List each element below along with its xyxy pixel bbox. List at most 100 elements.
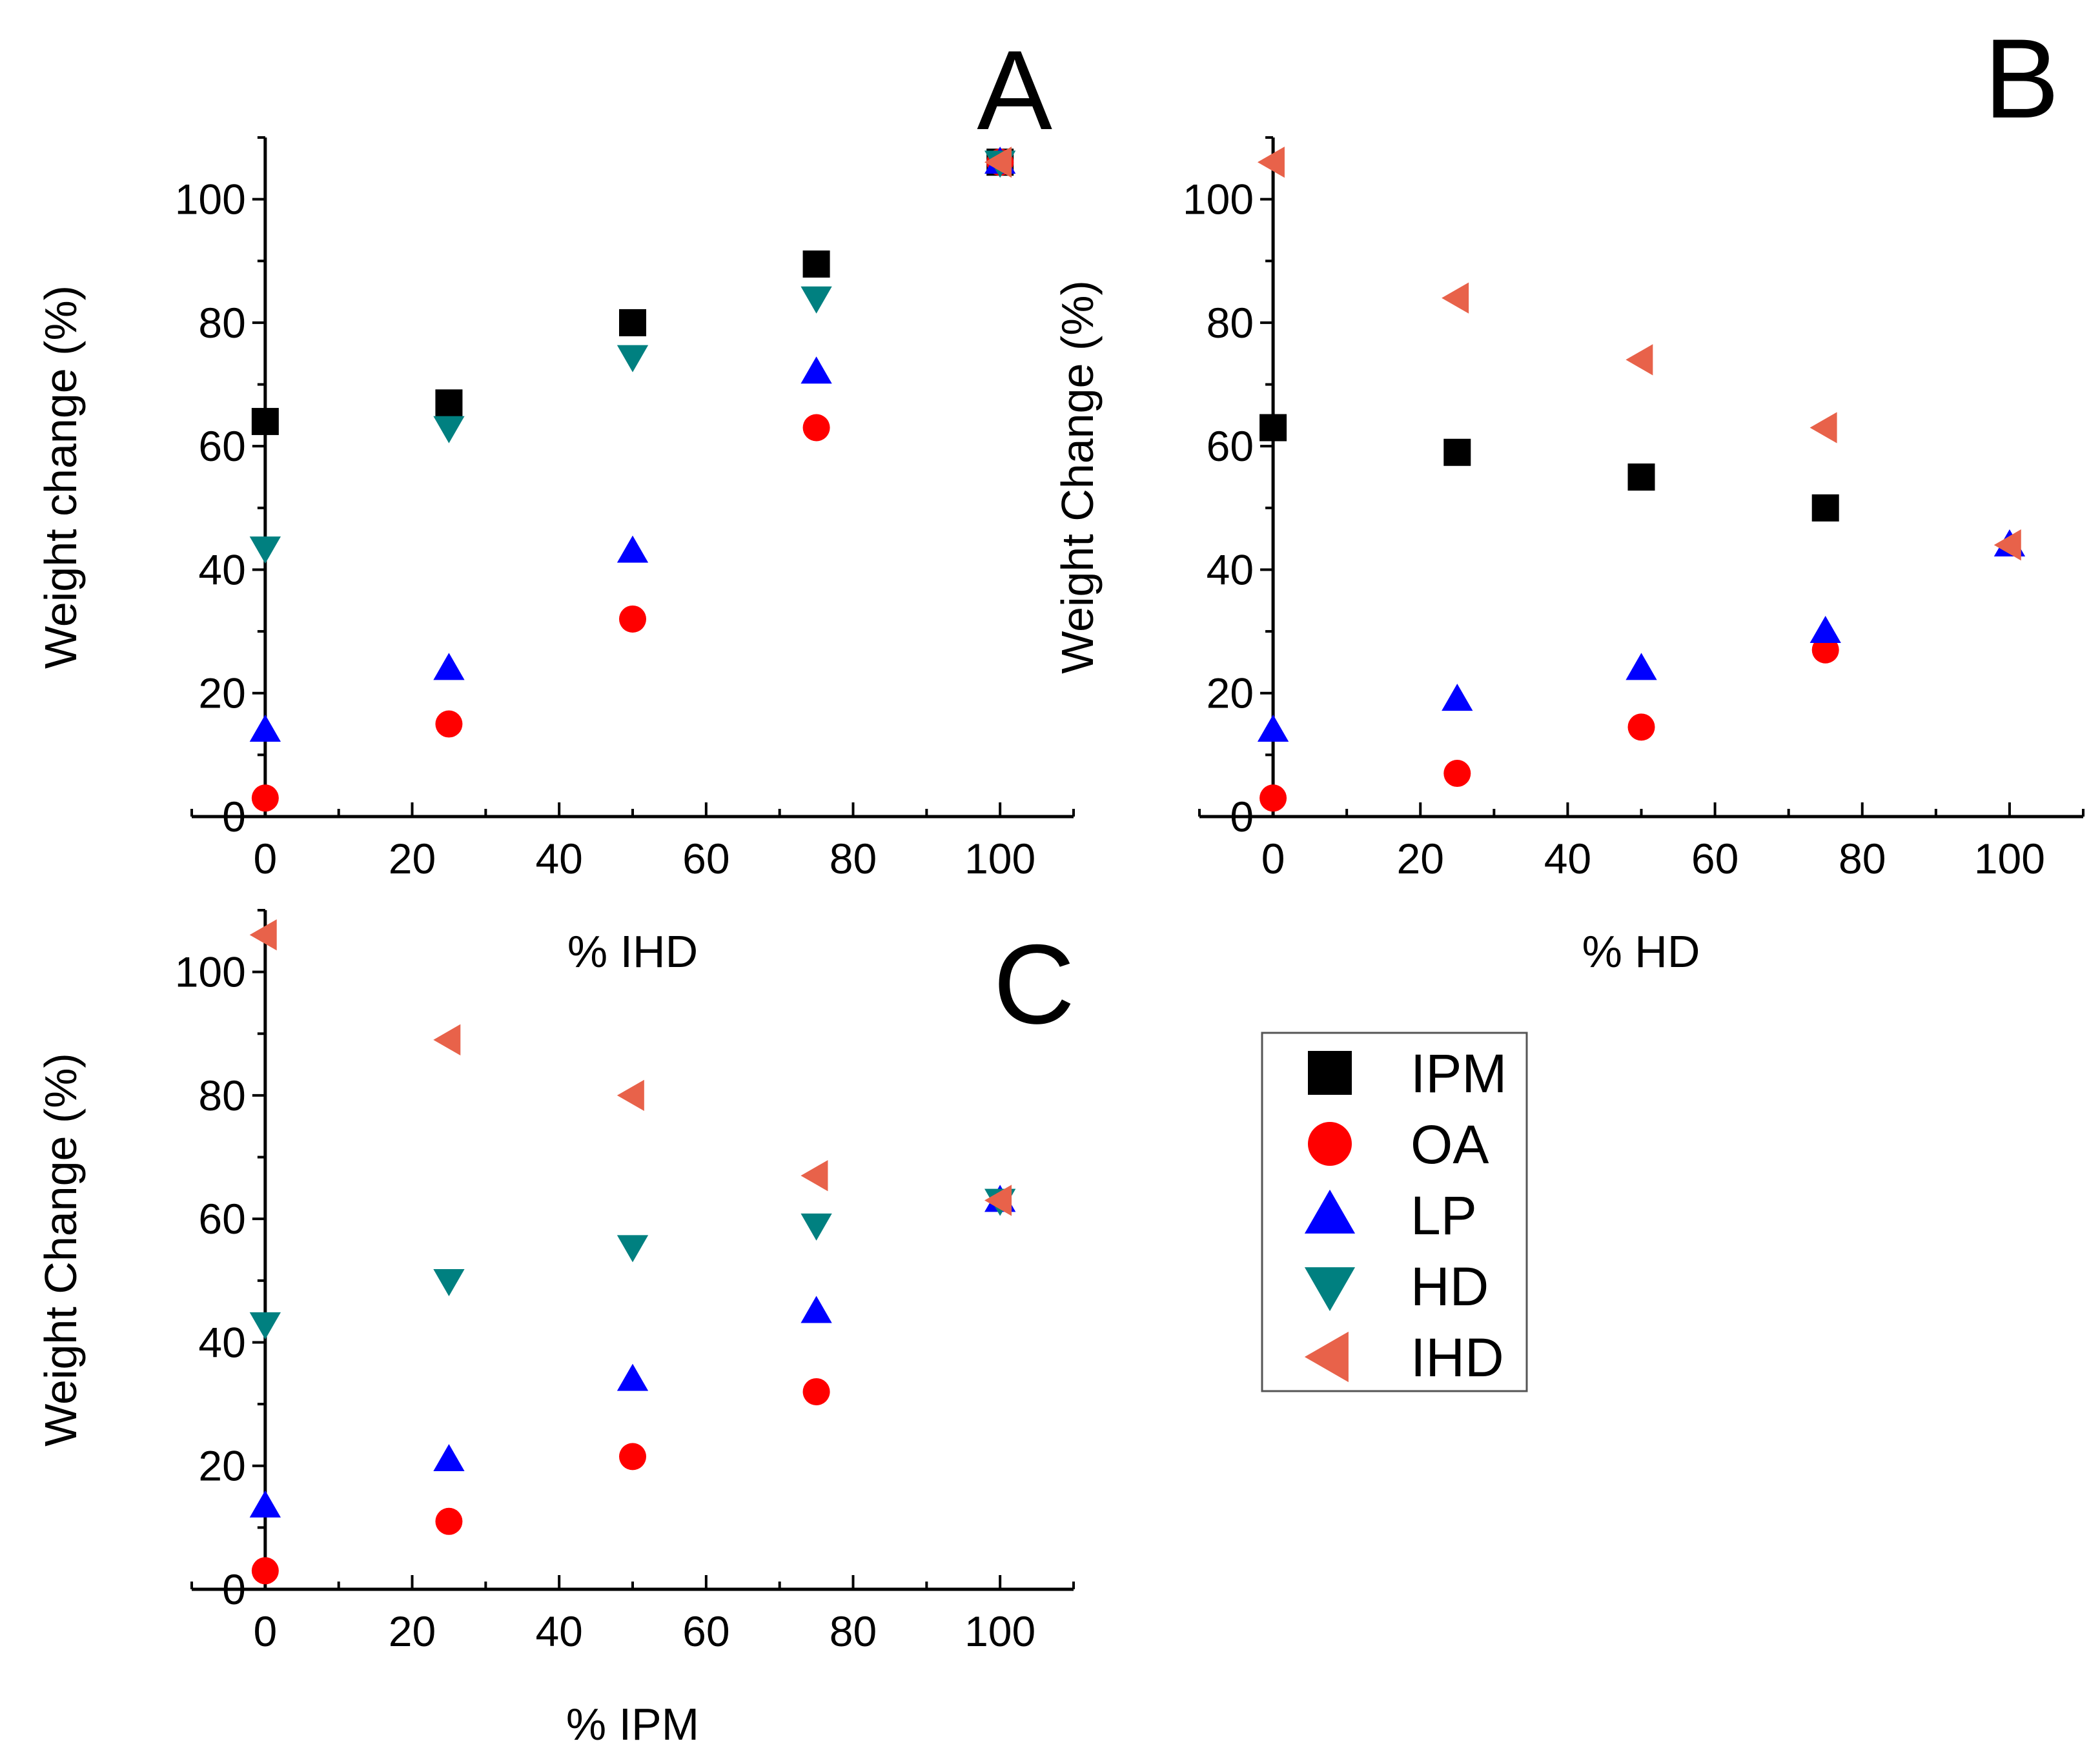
data-point-lp	[617, 1363, 649, 1391]
y-tick-label: 0	[1230, 793, 1254, 840]
data-point-ipm	[251, 407, 279, 435]
data-point-oa	[1259, 784, 1287, 812]
y-tick-label: 40	[198, 545, 245, 593]
y-tick-label: 100	[1183, 176, 1254, 223]
x-tick-label: 80	[830, 1607, 877, 1655]
data-point-ihd	[984, 1185, 1012, 1216]
data-point-oa	[619, 605, 646, 633]
x-tick-label: 20	[1397, 835, 1444, 882]
legend-marker-ihd	[1304, 1331, 1349, 1383]
data-point-oa	[435, 710, 463, 738]
data-point-lp	[1257, 714, 1289, 742]
legend-box	[1261, 1032, 1528, 1392]
data-point-hd	[617, 345, 649, 372]
legend-label-oa: OA	[1411, 1114, 1489, 1175]
y-tick-label: 60	[198, 1195, 245, 1243]
data-point-hd	[800, 286, 832, 314]
y-tick-label: 100	[175, 948, 246, 996]
y-tick-label: 80	[1207, 299, 1254, 347]
data-point-ipm	[1627, 463, 1655, 491]
x-tick-label: 0	[1261, 835, 1285, 882]
legend-marker-ipm	[1308, 1051, 1352, 1095]
data-point-lp	[1442, 684, 1473, 711]
x-tick-label: 60	[682, 835, 729, 882]
x-tick-label: 100	[964, 835, 1035, 882]
x-tick-label: 100	[1974, 835, 2045, 882]
x-tick-label: 40	[1544, 835, 1591, 882]
panel-letter: A	[977, 28, 1052, 154]
data-point-lp	[800, 356, 832, 384]
data-point-lp	[433, 1444, 465, 1472]
panel-b: 0 20 40 60 80 100 0 20 40 60 80 100 % HD Weight Chang…	[1052, 16, 2085, 977]
x-tick-label: 60	[682, 1607, 729, 1655]
xaxis-b-title: % HD	[1582, 926, 1700, 977]
data-point-lp	[1809, 615, 1841, 643]
xaxis-c-title: % IPM	[566, 1699, 699, 1749]
data-point-ipm	[435, 389, 463, 417]
data-point-ihd	[800, 1160, 828, 1192]
y-tick-label: 80	[198, 299, 245, 347]
legend-marker-oa	[1308, 1122, 1352, 1166]
y-tick-label: 0	[222, 793, 246, 840]
y-axis-title: Weight Change (%)	[36, 1053, 86, 1447]
data-point-ipm	[1811, 494, 1839, 522]
legend-marker-hd	[1304, 1267, 1356, 1312]
x-tick-label: 60	[1691, 835, 1738, 882]
data-point-hd	[617, 1235, 649, 1263]
y-tick-label: 60	[1207, 422, 1254, 470]
data-point-oa	[802, 414, 830, 442]
data-point-hd	[433, 416, 465, 443]
data-point-oa	[251, 1557, 279, 1585]
y-tick-label: 60	[198, 422, 245, 470]
legend-label-lp: LP	[1411, 1185, 1477, 1246]
y-tick-label: 40	[1207, 545, 1254, 593]
y-axis-title: Weight change (%)	[36, 285, 86, 669]
data-point-lp	[800, 1296, 832, 1323]
data-point-oa	[1443, 760, 1471, 788]
legend-label-hd: HD	[1411, 1256, 1489, 1317]
panel-c: 0 20 40 60 80 100 0 20 40 60 80 100 % IPM Weight Chan…	[36, 909, 1075, 1749]
data-point-ipm	[1259, 414, 1287, 442]
x-tick-label: 80	[1839, 835, 1886, 882]
legend-label-ipm: IPM	[1411, 1043, 1507, 1104]
data-point-hd	[433, 1268, 465, 1296]
data-point-ihd	[984, 147, 1012, 178]
data-point-oa	[619, 1443, 646, 1471]
data-point-lp	[433, 653, 465, 680]
x-tick-label: 40	[535, 1607, 582, 1655]
data-point-oa	[435, 1507, 463, 1535]
y-axis-title: Weight Change (%)	[1052, 280, 1103, 674]
data-point-lp	[249, 714, 281, 742]
data-point-lp	[1626, 653, 1657, 680]
data-point-ihd	[249, 919, 277, 951]
data-point-hd	[249, 536, 281, 564]
x-tick-label: 20	[389, 835, 436, 882]
x-tick-label: 100	[964, 1607, 1035, 1655]
data-point-oa	[251, 784, 279, 812]
x-tick-label: 80	[830, 835, 877, 882]
data-point-ihd	[1809, 412, 1837, 443]
data-point-ihd	[1442, 282, 1469, 314]
panel-letter: C	[994, 922, 1075, 1048]
xaxis-a-title: % IHD	[567, 926, 698, 977]
x-tick-label: 20	[389, 1607, 436, 1655]
y-tick-label: 20	[198, 1442, 245, 1490]
data-point-ihd	[1993, 529, 2021, 561]
data-point-ipm	[802, 250, 830, 278]
data-point-ihd	[433, 1024, 461, 1055]
y-tick-label: 20	[198, 669, 245, 717]
panel-a: 0 20 40 60 80 100 0 20 40 60 80 100 % IHD Weight chan…	[36, 28, 1075, 977]
data-point-oa	[802, 1378, 830, 1405]
legend-label-ihd: IHD	[1411, 1327, 1504, 1388]
data-point-ihd	[1626, 344, 1653, 376]
panel-letter: B	[1984, 16, 2059, 142]
data-point-oa	[1811, 636, 1839, 664]
y-tick-label: 20	[1207, 669, 1254, 717]
x-tick-label: 0	[253, 835, 277, 882]
y-tick-label: 80	[198, 1072, 245, 1119]
x-tick-label: 0	[253, 1607, 277, 1655]
data-point-lp	[249, 1490, 281, 1518]
y-tick-label: 40	[198, 1318, 245, 1366]
y-tick-label: 0	[222, 1565, 246, 1613]
